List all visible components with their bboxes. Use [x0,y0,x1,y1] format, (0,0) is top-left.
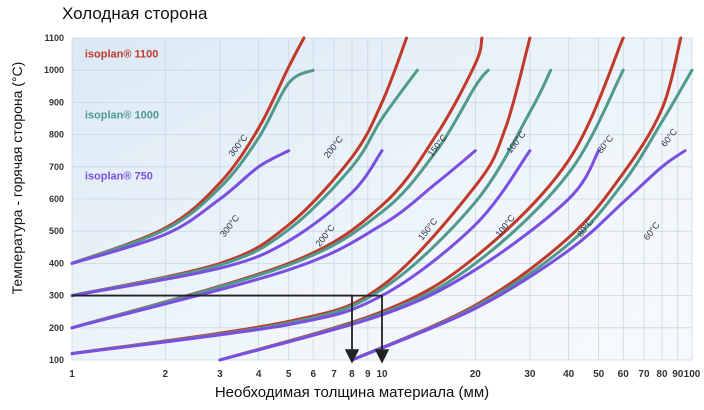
x-tick-label: 2 [163,369,169,380]
x-tick-label: 5 [286,369,292,380]
y-tick-label: 800 [49,130,64,140]
legend-labels: isoplan® 1100 isoplan® 1000 isoplan® 750 [85,48,159,182]
series-line [350,149,687,362]
series-line [70,68,490,330]
y-tick-label: 200 [49,323,64,333]
series-group [70,36,694,362]
axis-ticks: 1 2 3 4 5 6 7 8 9 10 20 30 40 50 60 70 80 90 1001002003004… [44,33,701,380]
y-tick-label: 500 [49,226,64,236]
grid [71,37,693,361]
x-tick-label: 80 [656,369,668,380]
x-tick-label: 9 [365,369,371,380]
series-line [70,68,419,298]
x-tick-label: 90 [672,369,684,380]
x-tick-label: 4 [256,369,262,380]
series-line [70,149,384,298]
y-tick-label: 600 [49,194,64,204]
x-tick-label: 3 [217,369,223,380]
chart-title: Холодная сторона [62,4,208,23]
x-tick-label: 10 [376,369,388,380]
x-tick-label: 50 [593,369,605,380]
y-tick-label: 400 [49,258,64,268]
y-tick-label: 300 [49,291,64,301]
y-tick-label: 1000 [44,65,64,75]
x-tick-label: 60 [618,369,630,380]
x-tick-label: 6 [310,369,316,380]
legend-label: isoplan® 1000 [85,110,159,122]
series-line [70,149,477,330]
x-tick-label: 8 [349,369,355,380]
x-tick-label: 70 [638,369,650,380]
x-tick-label: 30 [524,369,536,380]
y-tick-label: 700 [49,162,64,172]
y-tick-label: 900 [49,97,64,107]
series-line [218,149,601,362]
x-tick-label: 40 [563,369,575,380]
x-tick-label: 7 [331,369,337,380]
series-line [70,68,315,265]
y-tick-label: 1100 [44,33,64,43]
x-tick-label: 100 [684,369,701,380]
y-tick-label: 100 [49,355,64,365]
example-lines [72,294,390,364]
example-reading-line [72,294,390,364]
legend-label: isoplan® 750 [85,171,153,183]
series-line [70,149,532,356]
x-tick-label: 20 [470,369,482,380]
x-tick-label: 1 [69,369,75,380]
x-axis-label: Необходимая толщина материала (мм) [214,384,490,401]
series-line [70,149,291,265]
legend-label: isoplan® 1100 [85,48,159,60]
